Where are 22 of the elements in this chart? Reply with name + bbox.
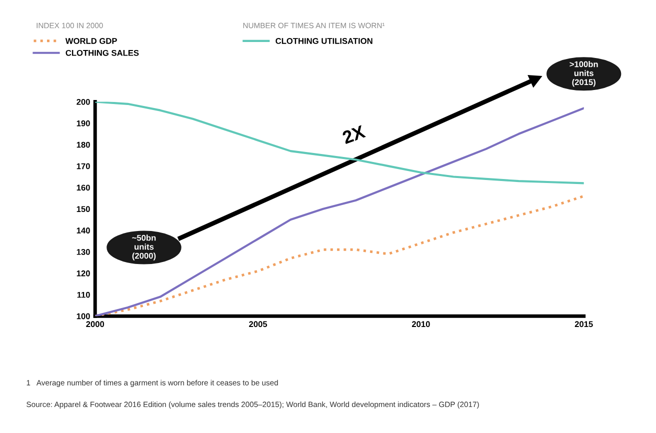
y-tick-label: 200 (76, 98, 90, 105)
y-tick-label: 100 (76, 313, 90, 320)
legend-label: CLOTHING SALES (66, 50, 139, 56)
y-tick-label: 140 (76, 228, 90, 234)
y-tick-label: 180 (76, 142, 90, 148)
y-tick-label: 160 (76, 184, 90, 191)
y-tick-label: 120 (76, 270, 90, 276)
legend-label: CLOTHING UTILISATION (276, 38, 372, 44)
x-tick-label: 2015 (574, 321, 593, 328)
annotation: 2X (342, 124, 366, 144)
legend-label: WORLD GDP (65, 38, 117, 44)
y-tick-label: 190 (76, 120, 90, 126)
y-tick-label: 110 (77, 292, 90, 298)
annotation: ~50bn units (2000) (132, 234, 156, 260)
x-tick-label: 2005 (249, 321, 268, 328)
x-tick-label: 2000 (86, 321, 104, 328)
y-tick-label: 170 (76, 163, 90, 170)
y-tick-label: 130 (76, 248, 90, 255)
line-series (95, 102, 584, 184)
y-tick-label: 150 (76, 206, 90, 212)
x-tick-label: 2010 (412, 321, 430, 328)
text: >100bn units (2015) (570, 61, 598, 87)
